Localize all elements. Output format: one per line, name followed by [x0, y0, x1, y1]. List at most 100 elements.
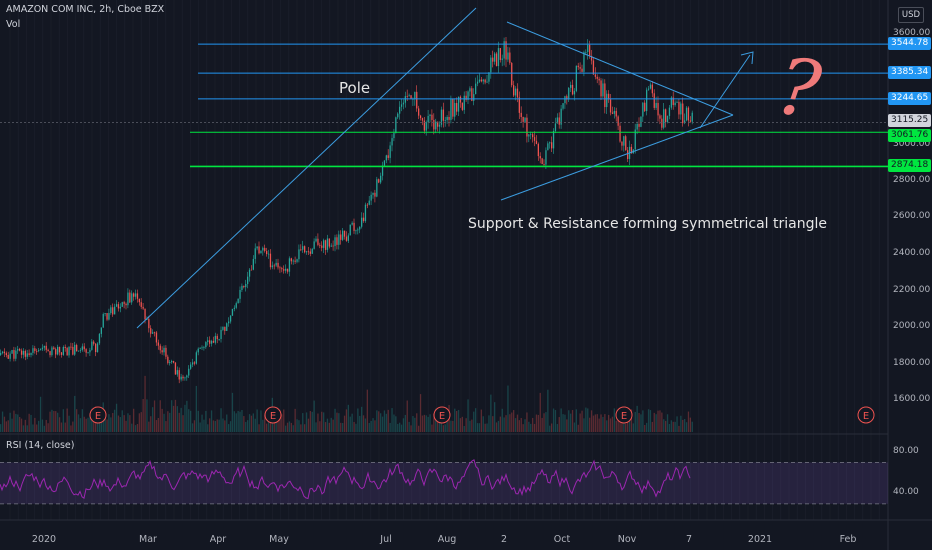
breakout-arrow [699, 54, 751, 129]
candle [186, 375, 188, 378]
candle [653, 93, 655, 108]
candle [687, 107, 690, 121]
candle [302, 246, 304, 250]
candle [442, 109, 444, 121]
volume-bar [545, 412, 547, 432]
candle [647, 88, 650, 90]
volume-bar [247, 420, 249, 432]
volume-bar [589, 417, 591, 432]
candle [258, 246, 260, 254]
candle [684, 120, 686, 124]
volume-bar [212, 420, 215, 432]
volume-bar [351, 413, 353, 432]
candle [319, 244, 321, 246]
volume-bar [492, 416, 494, 432]
candle [207, 340, 209, 343]
candle [682, 103, 684, 124]
volume-bar [125, 420, 127, 432]
volume-bar [395, 416, 397, 432]
candle [596, 76, 598, 79]
volume-bar [324, 422, 327, 432]
volume-bar [311, 411, 313, 432]
resistance-trendline [506, 21, 734, 116]
candle [224, 326, 226, 331]
volume-bar [433, 413, 435, 432]
candle [24, 350, 26, 357]
candle [218, 338, 220, 340]
candle [309, 251, 311, 254]
volume-bar [452, 420, 454, 432]
volume-bar [668, 424, 671, 432]
volume-bar [399, 422, 401, 432]
currency-button[interactable]: USD [898, 7, 924, 23]
candle [245, 283, 247, 288]
candle [266, 250, 268, 255]
candle [233, 307, 235, 309]
candle [140, 302, 142, 307]
candle [357, 229, 359, 231]
candle [408, 95, 410, 97]
volume-bar [332, 419, 334, 432]
x-tick: Mar [139, 534, 157, 545]
candle [91, 341, 93, 350]
earnings-marker [433, 406, 451, 424]
volume-bar [547, 389, 549, 432]
candle [5, 353, 7, 355]
candle [651, 84, 653, 94]
candle [359, 226, 361, 230]
volume-bar [3, 416, 6, 432]
volume-bar [416, 413, 418, 432]
candle [581, 68, 583, 72]
volume-bar [182, 415, 184, 432]
candle [45, 345, 47, 350]
candle [119, 306, 121, 309]
candle [587, 44, 589, 52]
candle [129, 292, 131, 303]
volume-bar [387, 409, 389, 432]
volume-bar [364, 418, 367, 432]
volume-bar [317, 413, 319, 432]
volume-bar [28, 413, 30, 432]
candle [522, 117, 524, 122]
volume-bar [680, 415, 682, 432]
volume-bar [581, 410, 583, 432]
candle [503, 41, 505, 59]
earnings-marker-label: E [863, 411, 869, 422]
candle [271, 265, 273, 268]
candle [655, 102, 657, 108]
candle [70, 346, 72, 348]
candle [663, 109, 665, 128]
volume-bar [224, 420, 226, 432]
volume-bar [400, 424, 403, 432]
volume-bar [535, 414, 538, 432]
volume-bar [231, 392, 234, 432]
volume-bar [197, 410, 199, 432]
candle [547, 143, 549, 151]
candle [454, 103, 456, 117]
candle [26, 353, 28, 357]
volume-bar [233, 411, 235, 432]
earnings-marker-label: E [270, 411, 276, 422]
candle [486, 81, 488, 83]
candle [476, 81, 479, 84]
candle [395, 117, 397, 134]
volume-bar [507, 385, 509, 432]
volume-bar [649, 410, 652, 432]
candle [317, 238, 319, 245]
volume-bar [338, 413, 340, 432]
volume-bar [184, 404, 186, 432]
candle [478, 79, 481, 82]
volume-bar [406, 400, 408, 432]
volume-bar [600, 414, 602, 432]
candle [404, 96, 406, 103]
candle [15, 350, 17, 359]
volume-bar [26, 425, 28, 432]
volume-bar [106, 419, 108, 432]
volume-bar [153, 400, 156, 432]
candle [609, 99, 612, 113]
volume-bar [110, 417, 112, 432]
candle [589, 44, 591, 57]
volume-bar [647, 409, 650, 432]
